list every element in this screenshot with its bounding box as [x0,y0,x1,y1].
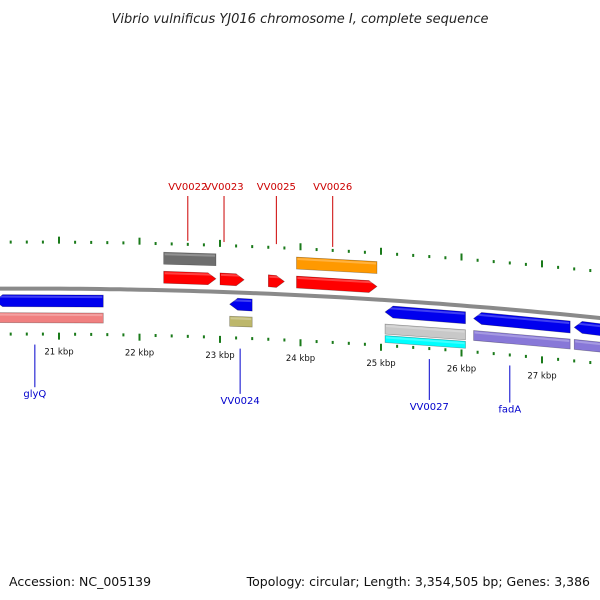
gene-label-bottom: glyQ [23,389,46,400]
gene-label-top: VV0025 [257,182,296,193]
cyan-feature-vv0027 [384,335,466,349]
cyan-feature-vv0027-highlight [386,336,465,345]
cds-vv0027-highlight [386,307,465,315]
gene-label-top: VV0026 [313,182,352,193]
cds-right-fragment-highlight [575,322,600,328]
orange-feature-vv0026-highlight [297,258,376,265]
gene-label-bottom: VV0024 [221,396,260,407]
cds-vv0023 [219,272,245,287]
purple-feature-right-highlight [575,340,600,346]
cds-fada [473,312,571,334]
tick-row-top [9,236,592,273]
gene-labels-bottom: glyQ VV0024 VV0027 fadA [23,344,521,416]
gene-label-bottom: VV0027 [410,402,449,413]
cds-vv0024-highlight [230,299,252,303]
cds-fada-highlight [474,313,570,325]
cds-vv0022-highlight [164,272,215,276]
scale-label: 21 kbp [44,348,73,358]
gray-feature-vv0022-highlight [164,253,215,257]
cds-vv0025-highlight [269,275,284,279]
scale-labels: 21 kbp 22 kbp 23 kbp 24 kbp 25 kbp 26 kbp 27 k… [44,348,556,382]
purple-feature-right [573,339,600,353]
cds-vv0022 [163,270,217,286]
scale-label: 27 kbp [527,371,556,381]
cds-vv0027 [384,305,466,325]
scale-label: 24 kbp [286,354,315,364]
tick-row-bottom [9,332,592,365]
pink-feature-glyq-highlight [0,313,103,317]
lightgray-feature-vv0027 [384,323,466,341]
cds-vv0023-highlight [221,273,244,277]
cds-vv0024 [229,297,253,312]
olive-feature-vv0024 [229,315,253,328]
gene-label-top: VV0022 [168,182,207,193]
chromosome-backbone [0,286,600,321]
scale-label: 25 kbp [366,359,395,369]
lightgray-feature-vv0027-highlight [386,325,465,333]
scale-label: 22 kbp [125,349,154,359]
cds-vv0026 [296,275,378,293]
olive-feature-vv0024-highlight [230,317,252,321]
gene-label-bottom: fadA [498,405,521,416]
purple-feature-fada [473,330,571,350]
gray-feature-vv0022 [163,251,217,267]
cds-glyq [0,294,104,308]
map-title: Vibrio vulnificus YJ016 chromosome I, co… [111,12,488,27]
scale-label: 23 kbp [205,351,234,361]
cds-vv0025 [268,274,285,288]
cds-vv0026-highlight [297,277,376,284]
cds-glyq-highlight [0,295,103,299]
feature-layer [0,251,600,353]
topology-summary: Topology: circular; Length: 3,354,505 bp… [246,574,590,589]
gene-label-top: VV0023 [204,182,243,193]
scale-label: 26 kbp [447,364,476,374]
cds-right-fragment [573,321,600,336]
orange-feature-vv0026 [296,256,378,274]
accession-label: Accession: NC_005139 [9,574,151,589]
pink-feature-glyq [0,312,104,324]
purple-feature-fada-highlight [474,331,570,343]
